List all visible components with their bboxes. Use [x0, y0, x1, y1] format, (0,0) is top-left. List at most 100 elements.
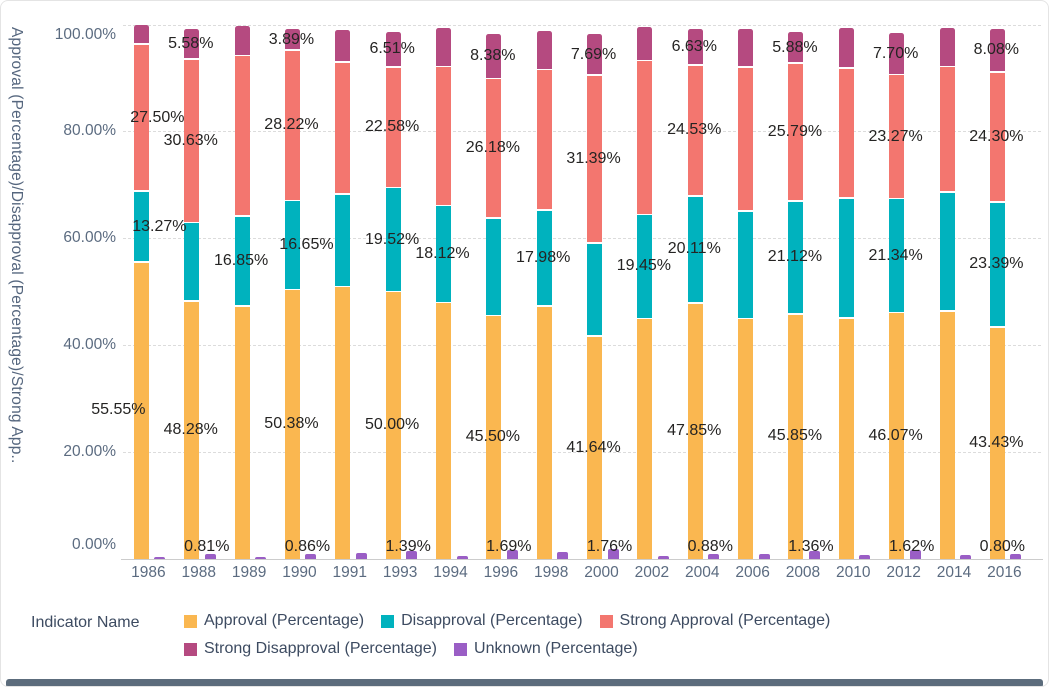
legend-item-approval-percentage[interactable]: Approval (Percentage)	[184, 612, 364, 630]
bar-segment-2-1986[interactable]	[133, 45, 149, 191]
bar-segment-0-1988[interactable]	[184, 301, 200, 559]
bar-segment-2-2000[interactable]	[587, 75, 603, 242]
bar-segment-0-1991[interactable]	[335, 287, 351, 559]
bar-segment-3-2006[interactable]	[738, 28, 754, 66]
bar-segment-0-2010[interactable]	[838, 318, 854, 559]
bar-segment-0-1996[interactable]	[486, 316, 502, 559]
bar-segment-1-1988[interactable]	[184, 223, 200, 301]
bar-segment-2-1994[interactable]	[436, 67, 451, 205]
bar-segment-2-1990[interactable]	[284, 50, 300, 200]
bar-segment-2-1991[interactable]	[335, 62, 351, 194]
bar-segment-2-2004[interactable]	[687, 65, 703, 195]
unknown-bar-1996[interactable]	[506, 549, 518, 559]
bar-segment-3-2010[interactable]	[838, 27, 854, 68]
legend-item-label: Disapproval (Percentage)	[401, 612, 583, 629]
bar-segment-0-1990[interactable]	[284, 290, 300, 559]
unknown-bar-2002[interactable]	[657, 556, 669, 559]
unknown-bar-2016[interactable]	[1010, 554, 1022, 559]
bar-segment-1-2006[interactable]	[738, 211, 754, 318]
bar-segment-2-2002[interactable]	[637, 61, 653, 214]
bar-segment-1-2012[interactable]	[889, 199, 905, 312]
bar-segment-2-1996[interactable]	[486, 79, 502, 218]
bar-segment-1-2010[interactable]	[838, 198, 854, 317]
bar-segment-3-1986[interactable]	[133, 25, 149, 44]
bar-segment-2-1988[interactable]	[184, 59, 200, 222]
bar-segment-3-1990[interactable]	[284, 29, 300, 50]
data-label: 6.51%	[369, 40, 415, 58]
bar-segment-0-1994[interactable]	[436, 303, 451, 559]
bar-segment-3-2016[interactable]	[989, 28, 1005, 72]
unknown-bar-1998[interactable]	[557, 552, 569, 559]
bar-segment-3-1991[interactable]	[335, 29, 351, 62]
unknown-bar-2000[interactable]	[607, 549, 619, 559]
bar-segment-1-1998[interactable]	[536, 210, 552, 306]
bar-segment-0-1998[interactable]	[536, 306, 552, 559]
bar-segment-2-2006[interactable]	[738, 67, 754, 211]
bar-segment-2-1993[interactable]	[385, 67, 401, 187]
bar-segment-1-2002[interactable]	[637, 215, 653, 318]
bar-segment-2-2012[interactable]	[889, 75, 905, 198]
bar-segment-0-2014[interactable]	[939, 311, 955, 559]
unknown-bar-1986[interactable]	[154, 557, 166, 559]
bar-segment-1-2004[interactable]	[687, 196, 703, 303]
bar-segment-1-2008[interactable]	[788, 201, 804, 313]
unknown-bar-1993[interactable]	[406, 551, 418, 559]
bar-segment-0-1993[interactable]	[385, 292, 401, 559]
legend-item-strong-disapproval-percentage[interactable]: Strong Disapproval (Percentage)	[184, 640, 437, 658]
bar-segment-1-1996[interactable]	[486, 219, 502, 315]
unknown-bar-2014[interactable]	[960, 555, 971, 559]
bar-segment-1-1986[interactable]	[133, 191, 149, 262]
bar-segment-3-1989[interactable]	[234, 26, 250, 55]
bar-segment-0-2000[interactable]	[587, 337, 603, 559]
unknown-bar-2006[interactable]	[758, 554, 770, 559]
bar-segment-0-2012[interactable]	[889, 313, 905, 559]
legend-item-unknown-percentage[interactable]: Unknown (Percentage)	[454, 640, 638, 658]
bar-segment-3-2004[interactable]	[687, 29, 703, 64]
bar-segment-2-1989[interactable]	[234, 56, 250, 216]
bar-segment-3-2008[interactable]	[788, 31, 804, 63]
bar-segment-2-2010[interactable]	[838, 68, 854, 198]
bar-segment-3-2000[interactable]	[587, 34, 603, 75]
bar-segment-3-2002[interactable]	[637, 27, 653, 60]
bar-segment-1-1989[interactable]	[234, 216, 250, 306]
bar-segment-0-2006[interactable]	[738, 319, 754, 559]
bar-segment-1-2014[interactable]	[939, 192, 955, 311]
bar-segment-2-2016[interactable]	[989, 72, 1005, 201]
unknown-bar-2008[interactable]	[808, 551, 820, 559]
bar-segment-2-2014[interactable]	[939, 67, 955, 191]
unknown-bar-2010[interactable]	[859, 555, 871, 559]
bar-segment-3-1993[interactable]	[385, 32, 401, 66]
bar-segment-0-1989[interactable]	[234, 306, 250, 559]
data-label: 55.55%	[91, 401, 146, 419]
unknown-bar-1994[interactable]	[456, 555, 468, 559]
bar-segment-2-1998[interactable]	[536, 70, 552, 210]
bar-segment-1-1994[interactable]	[436, 206, 451, 302]
bar-segment-3-2012[interactable]	[889, 33, 905, 74]
bar-segment-0-2016[interactable]	[989, 327, 1005, 559]
bar-segment-1-2000[interactable]	[587, 243, 603, 336]
bar-segment-3-2014[interactable]	[939, 27, 955, 66]
bar-segment-3-1994[interactable]	[436, 27, 451, 66]
bar-segment-1-1991[interactable]	[335, 194, 351, 286]
unknown-bar-2012[interactable]	[909, 550, 921, 559]
bar-segment-1-1993[interactable]	[385, 188, 401, 291]
unknown-bar-1990[interactable]	[305, 554, 317, 559]
data-label: 45.50%	[465, 428, 520, 446]
bar-segment-3-1996[interactable]	[486, 33, 502, 78]
bar-segment-0-2002[interactable]	[637, 319, 653, 559]
y-axis-title: Approval (Percentage)/Disapproval (Perce…	[8, 27, 25, 464]
bar-segment-1-1990[interactable]	[284, 201, 300, 289]
unknown-bar-2004[interactable]	[708, 553, 720, 559]
bar-segment-3-1988[interactable]	[184, 28, 200, 58]
bar-segment-1-2016[interactable]	[989, 202, 1005, 326]
unknown-bar-1991[interactable]	[355, 553, 367, 559]
legend-item-strong-approval-percentage[interactable]: Strong Approval (Percentage)	[599, 612, 830, 630]
unknown-bar-1988[interactable]	[204, 554, 216, 559]
bar-segment-0-1986[interactable]	[133, 262, 149, 559]
unknown-bar-1989[interactable]	[255, 556, 267, 559]
bar-segment-0-2008[interactable]	[788, 314, 804, 559]
bar-segment-3-1998[interactable]	[536, 31, 552, 69]
legend-item-disapproval-percentage[interactable]: Disapproval (Percentage)	[381, 612, 583, 630]
bar-segment-0-2004[interactable]	[687, 303, 703, 559]
bar-segment-2-2008[interactable]	[788, 64, 804, 201]
